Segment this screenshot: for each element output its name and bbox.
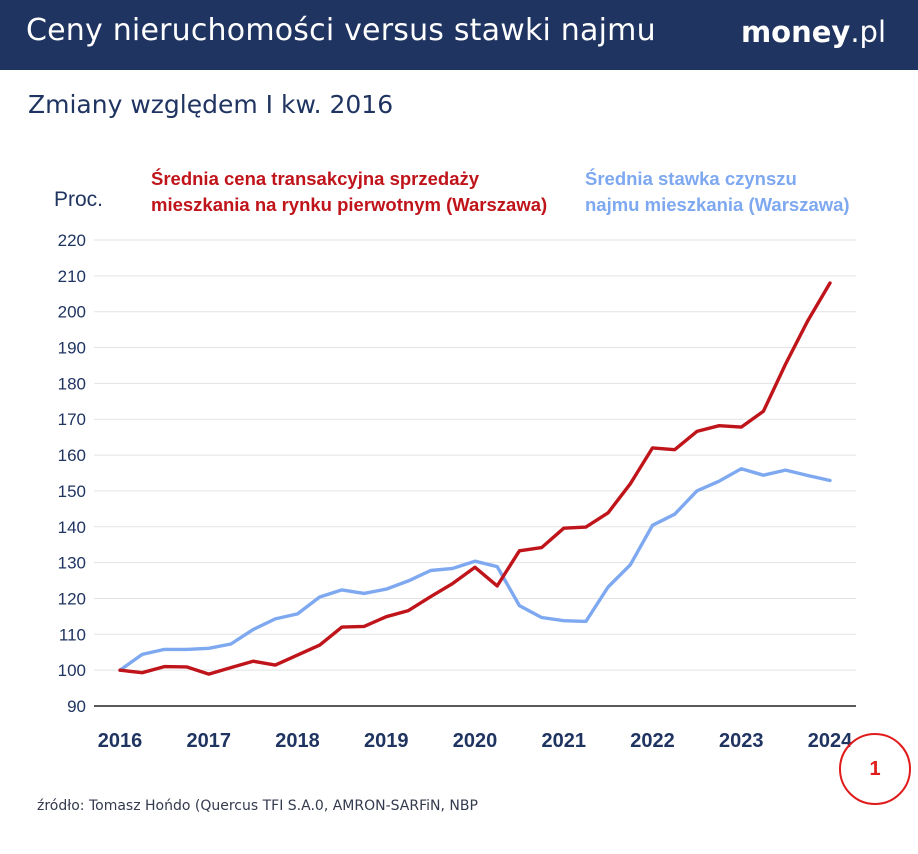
source-note: źródło: Tomasz Hońdo (Quercus TFI S.A.0,… xyxy=(37,798,478,814)
y-tick-label: 130 xyxy=(58,554,86,573)
brand-logo-bold: money xyxy=(740,15,851,49)
legend-rent-rate-line-1: Średnia stawka czynszu xyxy=(585,168,797,189)
legend-sales-price: Średnia cena transakcyjna sprzedaży mies… xyxy=(151,166,547,218)
y-tick-label: 170 xyxy=(58,410,86,429)
brand-logo-light: .pl xyxy=(850,15,886,49)
x-axis-ticks: 2016 2017 2018 2019 2020 2021 2022 2023 2024 xyxy=(98,730,853,752)
x-tick-label: 2019 xyxy=(364,730,409,752)
series-lines xyxy=(118,281,832,676)
annotation-marker-label: 1 xyxy=(869,757,881,780)
legend-rent-rate: Średnia stawka czynszu najmu mieszkania … xyxy=(585,166,850,218)
brand-logo: money.pl xyxy=(741,15,886,49)
x-tick-label: 2023 xyxy=(719,730,764,752)
y-tick-label: 140 xyxy=(58,518,86,537)
y-tick-label: 110 xyxy=(59,625,86,644)
x-tick-label: 2022 xyxy=(630,730,675,752)
legend-rent-rate-line-2: najmu mieszkania (Warszawa) xyxy=(585,194,850,215)
y-axis-ticks: 90 100 110 120 130 140 150 160 170 180 190 200 210 22… xyxy=(58,231,86,716)
y-tick-label: 210 xyxy=(58,267,86,286)
series-line-sales-price xyxy=(118,281,832,676)
y-tick-label: 200 xyxy=(58,303,86,322)
x-tick-label: 2016 xyxy=(98,730,143,752)
x-tick-label: 2017 xyxy=(187,730,232,752)
legend-sales-price-line-1: Średnia cena transakcyjna sprzedaży xyxy=(151,168,480,189)
y-tick-label: 190 xyxy=(58,339,86,358)
y-tick-label: 120 xyxy=(58,589,86,608)
chart-subtitle: Zmiany względem I kw. 2016 xyxy=(28,90,394,119)
y-tick-label: 220 xyxy=(58,231,86,250)
y-tick-label: 160 xyxy=(58,446,86,465)
grid-lines xyxy=(94,239,856,707)
x-tick-label: 2018 xyxy=(275,730,320,752)
y-tick-label: 90 xyxy=(67,697,86,716)
annotation-marker-circle: 1 xyxy=(839,733,911,805)
y-tick-label: 180 xyxy=(58,374,86,393)
y-tick-label: 100 xyxy=(58,661,86,680)
x-tick-label: 2024 xyxy=(808,730,853,752)
legend-sales-price-line-2: mieszkania na rynku pierwotnym (Warszawa… xyxy=(151,194,548,215)
y-tick-label: 150 xyxy=(58,482,86,501)
y-axis-label: Proc. xyxy=(54,188,104,211)
series-line-rent-rate xyxy=(118,467,832,672)
header-bar: Ceny nieruchomości versus stawki najmu m… xyxy=(0,0,918,70)
x-tick-label: 2021 xyxy=(542,730,587,752)
page-title: Ceny nieruchomości versus stawki najmu xyxy=(26,13,656,48)
x-tick-label: 2020 xyxy=(453,730,498,752)
